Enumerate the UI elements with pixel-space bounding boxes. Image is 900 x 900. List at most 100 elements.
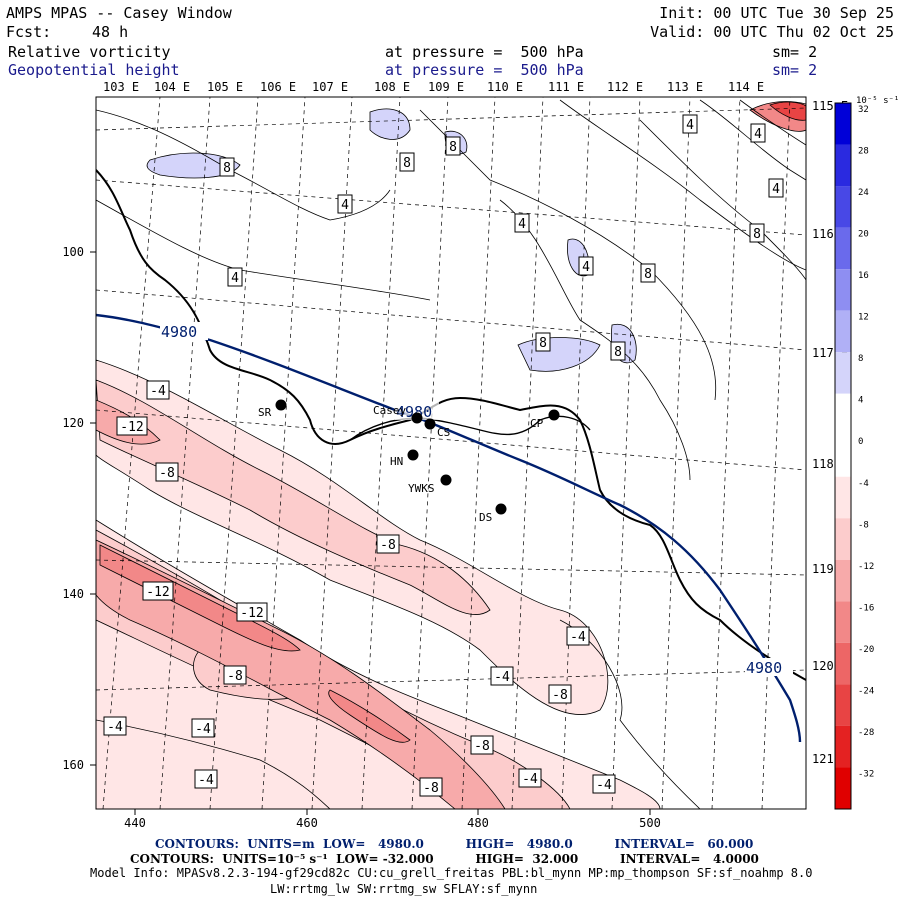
colorbar-frame — [834, 102, 852, 810]
bottom-x-labels: 440 460 480 500 — [124, 816, 661, 830]
station-marker-cs[interactable] — [424, 418, 436, 430]
vorticity-label-negative: -4 — [494, 670, 510, 685]
forecast-label: Fcst: — [6, 23, 52, 41]
vorticity-label-positive-box — [610, 341, 626, 361]
vorticity-label-positive: 8 — [753, 227, 761, 242]
vorticity-label-negative-box — [376, 534, 400, 554]
vorticity-label-positive: 8 — [403, 156, 411, 171]
model-info-radiation: LW:rrtmg_lw SW:rrtmg_sw SFLAY:sf_mynn — [270, 882, 538, 896]
station-label-ywks: YWKS — [408, 482, 435, 495]
plot-title: AMPS MPAS -- Casey Window — [6, 4, 232, 22]
vorticity-label-negative-box — [191, 718, 215, 738]
colorbar-label: 20 — [858, 230, 869, 240]
colorbar-label: 8 — [858, 354, 863, 364]
colorbar-label: -28 — [858, 728, 874, 738]
vorticity-label-negative-box — [592, 774, 616, 794]
positive-vorticity-shading — [146, 108, 637, 372]
field2-smoothing: sm= 2 — [772, 61, 818, 79]
vorticity-label-positive: 8 — [644, 267, 652, 282]
vorticity-label-negative-box — [155, 462, 179, 482]
vorticity-label-positive: 4 — [754, 127, 762, 142]
vorticity-label-positive-box — [578, 256, 594, 276]
top-lon-label: 110 E — [487, 80, 523, 94]
vorticity-label-negative-box — [116, 416, 148, 436]
vorticity-label-negative-box — [470, 735, 494, 755]
colorbar-swatch — [835, 186, 851, 228]
colorbar-swatch — [835, 518, 851, 560]
vorticity-label-positive-box — [219, 157, 235, 177]
vorticity-label-negative: -12 — [120, 420, 143, 435]
height-contour-labels: 4980 4980 4980 — [160, 322, 793, 677]
stations: SR Casey CS HN YWKS DS CP — [258, 399, 560, 524]
vorticity-label-positive-box — [445, 136, 461, 156]
vorticity-label-negative-box — [419, 777, 443, 797]
colorbar-label: -4 — [858, 479, 869, 489]
top-lon-label: 105 E — [207, 80, 243, 94]
station-marker-cp[interactable] — [548, 409, 560, 421]
vorticity-label-positive: 4 — [518, 217, 526, 232]
vorticity-label-negative-box — [548, 684, 572, 704]
y-tick-label: 160 — [62, 758, 84, 772]
negative-vorticity-shading — [96, 101, 806, 809]
graticule — [96, 97, 806, 809]
field1-level: at pressure = 500 hPa — [385, 43, 584, 61]
vorticity-label-positive-box — [750, 123, 766, 143]
vorticity-contours — [96, 99, 806, 809]
vorticity-label-positive-box — [640, 263, 656, 283]
vorticity-label-negative: -8 — [423, 781, 439, 796]
shade-pos8-b — [369, 108, 411, 140]
contours-vorticity-info: CONTOURS: UNITS=10⁻⁵ s⁻¹ LOW= -32.000 HI… — [130, 852, 759, 866]
vorticity-label-negative: -4 — [195, 722, 211, 737]
colorbar-swatch — [835, 435, 851, 477]
vorticity-label-negative: -4 — [596, 778, 612, 793]
colorbar-swatch — [835, 393, 851, 436]
vorticity-label-positive-box — [399, 152, 415, 172]
colorbar-swatch — [835, 684, 851, 726]
vorticity-label-negative: -8 — [380, 538, 396, 553]
station-marker-sr[interactable] — [275, 399, 287, 411]
colorbar-swatch — [835, 559, 851, 602]
top-lon-label: 106 E — [260, 80, 296, 94]
colorbar-swatch — [835, 310, 851, 353]
x-tick-label: 440 — [124, 816, 146, 830]
colorbar-swatch — [835, 269, 851, 311]
top-lon-label: 108 E — [374, 80, 410, 94]
field2-name: Geopotential height — [8, 61, 180, 79]
vorticity-label-negative: -8 — [474, 739, 490, 754]
plot-frame — [95, 96, 807, 810]
station-marker-ds[interactable] — [495, 503, 507, 515]
station-label-cs: CS — [437, 426, 450, 439]
station-marker-casey[interactable] — [411, 412, 423, 424]
vorticity-label-negative-box — [103, 716, 127, 736]
colorbar-label: 24 — [858, 188, 869, 198]
top-lon-label: 103 E — [103, 80, 139, 94]
init-time: Init: 00 UTC Tue 30 Sep 25 — [659, 4, 894, 22]
height-label: 4980 — [161, 323, 197, 341]
vorticity-label-positive: 8 — [223, 161, 231, 176]
colorbar-swatch — [835, 227, 851, 270]
geopotential-4980-contour — [96, 313, 802, 743]
field2-level: at pressure = 500 hPa — [385, 61, 584, 79]
vorticity-label-positive: 4 — [231, 271, 239, 286]
colorbar-label: 0 — [858, 437, 863, 447]
axis-ticks — [90, 251, 651, 815]
vorticity-label-positive: 4 — [582, 260, 590, 275]
vorticity-label-positive-box — [337, 194, 353, 214]
top-lon-label: 104 E — [154, 80, 190, 94]
colorbar-swatch — [835, 103, 851, 145]
station-marker-hn[interactable] — [407, 449, 419, 461]
contours-height-info: CONTOURS: UNITS=m LOW= 4980.0 HIGH= 4980… — [155, 837, 754, 851]
vorticity-label-negative: -8 — [159, 466, 175, 481]
colorbar-units: 10⁻⁵ s⁻¹ — [856, 96, 899, 106]
negative-vorticity-labels: -4 -12 -8 -8 -12 -12 -8 -4 -4 -8 -4 -4 -8 -4 -8 -4 -4 — [103, 380, 616, 797]
colorbar-label: -24 — [858, 686, 874, 696]
valid-time: Valid: 00 UTC Thu 02 Oct 25 — [650, 23, 894, 41]
vorticity-label-positive: 4 — [341, 198, 349, 213]
station-marker-ywks[interactable] — [440, 474, 452, 486]
station-label-cp: CP — [530, 417, 544, 430]
vorticity-label-negative: -12 — [146, 585, 169, 600]
colorbar-label: 16 — [858, 271, 869, 281]
colorbar-label: 12 — [858, 313, 869, 323]
vorticity-label-negative: -4 — [522, 772, 538, 787]
